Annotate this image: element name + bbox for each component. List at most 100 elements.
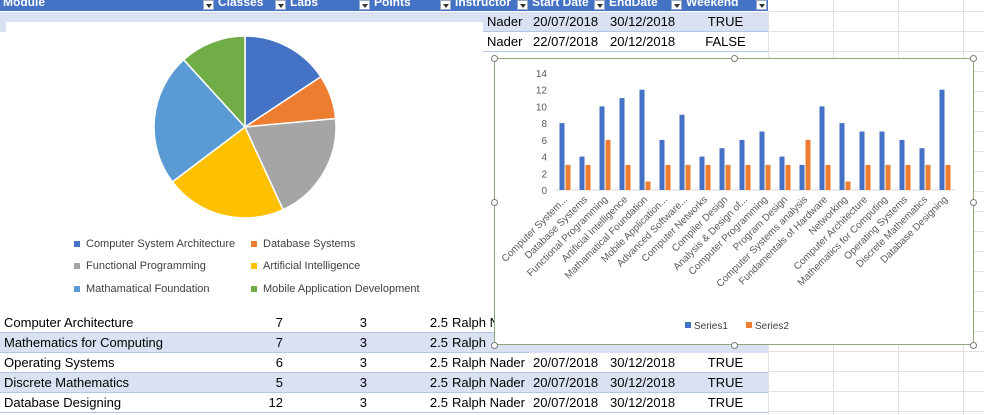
table-cell[interactable]: 6 bbox=[215, 353, 287, 373]
table-cell[interactable]: Ralph Nader bbox=[452, 393, 529, 413]
bar-series2 bbox=[785, 164, 791, 190]
table-cell[interactable]: 30/12/2018 bbox=[606, 393, 683, 413]
bar-series1 bbox=[919, 148, 925, 190]
pie-slice bbox=[244, 35, 322, 129]
table-row: Database Designing 12 3 2.5 Ralph Nader 20/07… bbox=[0, 393, 768, 413]
column-header: Instructor bbox=[452, 0, 530, 11]
pie-chart[interactable]: Computer System Architecture Database Sys… bbox=[6, 22, 483, 312]
bar-series2 bbox=[825, 164, 831, 190]
table-row: Nader 22/07/2018 20/12/2018 FALSE bbox=[0, 32, 768, 52]
filter-dropdown-button[interactable] bbox=[671, 0, 682, 10]
y-tick-label: 10 bbox=[536, 102, 548, 113]
legend-swatch bbox=[251, 241, 257, 248]
table-cell[interactable]: 3 bbox=[287, 393, 371, 413]
bar-series2 bbox=[625, 164, 631, 190]
resize-handle[interactable] bbox=[970, 198, 977, 206]
resize-handle[interactable] bbox=[730, 55, 738, 62]
column-header: Module bbox=[0, 0, 216, 11]
resize-handle[interactable] bbox=[491, 342, 498, 349]
table-cell[interactable]: 20/12/2018 bbox=[606, 32, 683, 52]
table-cell[interactable]: 7 bbox=[215, 333, 287, 353]
resize-handle[interactable] bbox=[491, 198, 498, 206]
filter-dropdown-button[interactable] bbox=[275, 0, 286, 10]
table-cell[interactable]: 30/12/2018 bbox=[606, 373, 683, 393]
table-cell[interactable]: Ralph N bbox=[452, 313, 529, 333]
table-cell[interactable]: 20/07/2018 bbox=[529, 12, 606, 32]
bar-series1 bbox=[559, 123, 565, 190]
y-tick-label: 12 bbox=[536, 86, 548, 97]
bar-series1 bbox=[659, 139, 665, 190]
bar-series2 bbox=[945, 164, 951, 190]
table-cell[interactable]: 2.5 bbox=[371, 353, 452, 373]
filter-dropdown-button[interactable] bbox=[517, 0, 528, 10]
table-cell[interactable]: Nader bbox=[483, 32, 529, 52]
pie-legend-entry: Mathamatical Foundation bbox=[74, 283, 210, 295]
filter-dropdown-button[interactable] bbox=[359, 0, 370, 10]
bar-series2 bbox=[585, 164, 591, 190]
legend-swatch bbox=[74, 263, 80, 270]
table-cell[interactable]: TRUE bbox=[683, 393, 768, 413]
table-cell[interactable]: Discrete Mathematics bbox=[0, 373, 215, 393]
table-cell[interactable]: Computer Architecture bbox=[0, 313, 215, 333]
bar-series2 bbox=[865, 164, 871, 190]
legend-swatch bbox=[685, 322, 691, 328]
table-cell[interactable]: Nader bbox=[483, 12, 529, 32]
table-cell[interactable]: TRUE bbox=[683, 353, 768, 373]
resize-handle[interactable] bbox=[730, 342, 738, 349]
column-header-label: Instructor bbox=[455, 0, 512, 9]
table-cell[interactable]: TRUE bbox=[683, 373, 768, 393]
table-cell[interactable]: 2.5 bbox=[371, 313, 452, 333]
table-cell[interactable]: Mathematics for Computing bbox=[0, 333, 215, 353]
table-cell[interactable]: 7 bbox=[215, 313, 287, 333]
resize-handle[interactable] bbox=[491, 55, 498, 62]
table-row: Computer Architecture 7 3 2.5 Ralph N bbox=[0, 313, 768, 333]
bar-series1 bbox=[619, 98, 625, 190]
bar-series1 bbox=[679, 114, 685, 190]
legend-swatch bbox=[251, 286, 257, 293]
column-header-label: Weekend bbox=[686, 0, 739, 9]
table-cell[interactable]: 2.5 bbox=[371, 373, 452, 393]
pie-plot-area bbox=[153, 35, 337, 219]
table-cell[interactable]: 5 bbox=[215, 373, 287, 393]
table-cell[interactable]: Ralph Nader bbox=[452, 353, 529, 373]
table-cell[interactable]: FALSE bbox=[683, 32, 768, 52]
table-cell[interactable]: Ralph Nader bbox=[452, 373, 529, 393]
bar-series1 bbox=[759, 131, 765, 190]
legend-swatch bbox=[74, 241, 80, 248]
legend-label: Computer System Architecture bbox=[86, 238, 236, 250]
column-header: EndDate bbox=[606, 0, 684, 11]
table-cell[interactable]: Database Designing bbox=[0, 393, 215, 413]
table-cell[interactable]: 3 bbox=[287, 313, 371, 333]
table-cell[interactable]: Ralph bbox=[452, 333, 529, 353]
bar-series2 bbox=[725, 164, 731, 190]
gridline-horizontal bbox=[768, 371, 984, 372]
bar-chart[interactable]: 0 2 4 6 8 10 12 14 Computer System... Database Sy… bbox=[494, 58, 974, 345]
resize-handle[interactable] bbox=[970, 342, 977, 349]
y-tick-label: 4 bbox=[541, 153, 547, 164]
table-cell[interactable]: 20/07/2018 bbox=[529, 373, 606, 393]
table-cell[interactable]: Operating Systems bbox=[0, 353, 215, 373]
table-cell[interactable]: 3 bbox=[287, 373, 371, 393]
table-cell[interactable]: TRUE bbox=[683, 12, 768, 32]
table-cell[interactable]: 30/12/2018 bbox=[606, 353, 683, 373]
filter-dropdown-button[interactable] bbox=[203, 0, 214, 10]
table-cell[interactable]: 30/12/2018 bbox=[606, 12, 683, 32]
table-cell[interactable]: 20/07/2018 bbox=[529, 353, 606, 373]
bar-series1 bbox=[579, 156, 585, 190]
filter-dropdown-button[interactable] bbox=[756, 0, 767, 10]
table-cell[interactable]: 2.5 bbox=[371, 333, 452, 353]
column-header: Classes bbox=[215, 0, 288, 11]
table-cell[interactable]: 22/07/2018 bbox=[529, 32, 606, 52]
table-row: Discrete Mathematics 5 3 2.5 Ralph Nader 20/0… bbox=[0, 373, 768, 393]
legend-swatch bbox=[746, 322, 752, 328]
filter-dropdown-button[interactable] bbox=[440, 0, 451, 10]
column-header-label: Module bbox=[3, 0, 45, 9]
bar-series2 bbox=[565, 164, 571, 190]
filter-dropdown-button[interactable] bbox=[594, 0, 605, 10]
table-cell[interactable]: 3 bbox=[287, 333, 371, 353]
resize-handle[interactable] bbox=[970, 55, 977, 62]
table-cell[interactable]: 2.5 bbox=[371, 393, 452, 413]
table-cell[interactable]: 20/07/2018 bbox=[529, 393, 606, 413]
table-cell[interactable]: 3 bbox=[287, 353, 371, 373]
table-cell[interactable]: 12 bbox=[215, 393, 287, 413]
